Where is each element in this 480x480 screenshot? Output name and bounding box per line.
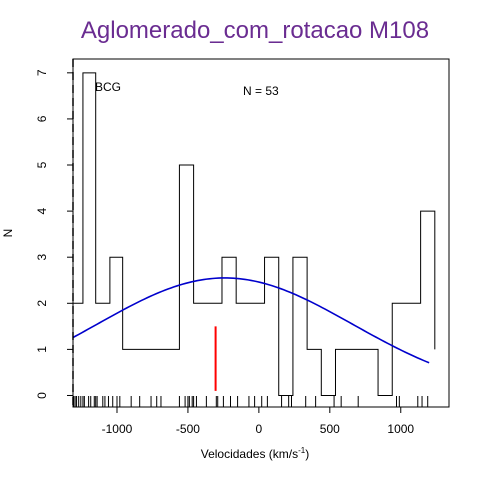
x-tick-label: -500 [176,422,200,436]
y-tick-label: 0 [35,392,49,399]
y-tick-label: 5 [35,161,49,168]
y-tick-label: 7 [35,69,49,76]
x-axis: -1000 -500 0 500 1000 [102,407,414,436]
chart-title: Aglomerado_com_rotacao M108 [81,17,429,44]
y-tick-label: 2 [35,300,49,307]
rug-ticks [73,396,429,407]
histogram-outline [73,72,436,396]
x-tick-label: 0 [256,422,263,436]
y-axis: 0 1 2 3 4 5 6 7 [35,69,73,399]
gaussian-fit-curve [72,277,430,364]
y-tick-label: 6 [35,115,49,122]
x-tick-label: -1000 [102,422,133,436]
count-annotation: N = 53 [243,84,279,98]
y-axis-label: N [1,229,15,238]
x-axis-label: Velocidades (km/s-1) [201,446,310,461]
x-tick-label: 1000 [387,422,414,436]
y-tick-label: 4 [35,207,49,214]
x-tick-label: 500 [320,422,340,436]
y-tick-label: 1 [35,346,49,353]
bcg-label: BCG [95,80,121,94]
y-tick-label: 3 [35,254,49,261]
